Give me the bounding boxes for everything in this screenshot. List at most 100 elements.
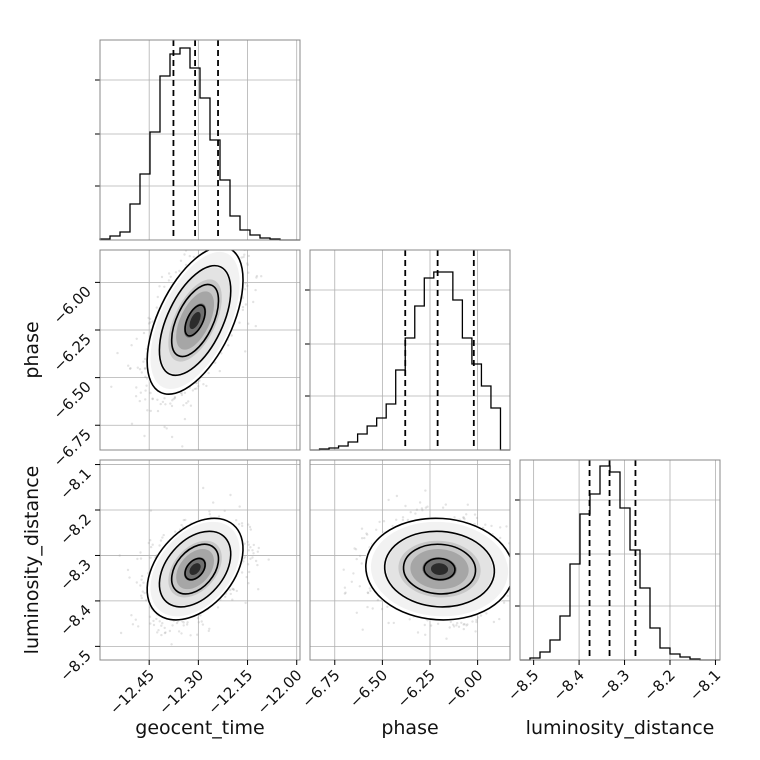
density-level [189, 563, 201, 575]
sample-point [227, 344, 230, 347]
sample-point [216, 606, 220, 609]
sample-point [149, 509, 153, 512]
sample-point [170, 435, 174, 439]
panel-frame [99, 39, 301, 241]
sample-point [358, 554, 362, 558]
sample-point [514, 562, 516, 564]
sample-point [139, 551, 142, 554]
sample-point [144, 375, 147, 378]
sample-point [191, 389, 195, 392]
sample-point [350, 580, 353, 583]
sample-point [424, 633, 427, 636]
sample-point [415, 508, 419, 511]
sample-point [376, 598, 380, 602]
sample-point [147, 322, 151, 325]
sample-point [219, 243, 221, 245]
sample-point [157, 629, 160, 632]
sample-point [169, 275, 172, 278]
sample-point [214, 361, 217, 364]
sample-point [139, 584, 142, 587]
ylabel-luminosity-distance: luminosity_distance [21, 466, 43, 655]
sample-point [366, 605, 369, 609]
sample-point [352, 572, 355, 575]
sample-point [128, 576, 131, 579]
sample-point [118, 554, 121, 557]
sample-point [195, 387, 198, 390]
sample-point [140, 574, 144, 578]
sample-point [249, 546, 252, 549]
sample-point [229, 592, 232, 596]
sample-point [441, 506, 445, 509]
sample-point [462, 627, 465, 631]
sample-point [145, 599, 148, 602]
sample-point [444, 503, 447, 506]
sample-point [207, 371, 210, 375]
x-tick-label: −6.50 [346, 666, 391, 711]
sample-point [499, 536, 502, 540]
sample-point [151, 397, 154, 401]
sample-point [255, 276, 258, 279]
sample-point [421, 509, 424, 512]
x-tick-label: −12.30 [155, 666, 207, 718]
sample-point [260, 275, 263, 278]
sample-point [201, 623, 205, 626]
sample-point [256, 563, 259, 567]
sample-point [161, 400, 165, 404]
sample-point [257, 546, 260, 550]
sample-point [189, 634, 192, 637]
sample-point [366, 533, 369, 536]
sample-point [395, 518, 398, 521]
sample-point [235, 519, 238, 522]
sample-point [217, 515, 221, 518]
sample-point [448, 626, 451, 629]
sample-point [224, 595, 227, 598]
sample-point [527, 581, 529, 583]
sample-point [183, 391, 187, 394]
sample-point [254, 559, 258, 563]
panel-frame [99, 249, 301, 451]
sample-point [378, 520, 381, 524]
sample-point [151, 320, 154, 323]
sample-point [183, 417, 187, 421]
sample-point [246, 540, 249, 544]
sample-point [185, 401, 188, 405]
panels: −12.45−12.30−12.15−12.00−6.75 −6.50 −6.25−… [50, 39, 724, 718]
sample-point [516, 559, 518, 561]
sample-point [163, 425, 166, 429]
sample-point [192, 255, 195, 259]
sample-point [526, 642, 528, 644]
sample-point [452, 623, 455, 626]
sample-point [406, 518, 410, 522]
sample-point [247, 543, 250, 546]
density-contour [158, 264, 232, 377]
density-contour [170, 543, 220, 595]
sample-point [387, 498, 390, 502]
sample-point [152, 619, 155, 623]
sample-point [128, 367, 132, 370]
sample-point [360, 527, 364, 530]
sample-point [382, 520, 386, 523]
sample-point [149, 321, 152, 324]
sample-point [140, 594, 143, 597]
sample-point [189, 404, 193, 407]
sample-point [214, 236, 216, 238]
sample-point [178, 269, 181, 273]
sample-point [465, 624, 468, 627]
sample-point [416, 631, 420, 634]
sample-point [240, 256, 243, 259]
sample-point [369, 589, 372, 593]
sample-point [188, 254, 191, 258]
sample-point [143, 367, 147, 370]
sample-point [414, 512, 417, 515]
sample-point [252, 300, 255, 304]
y-tick-label: −6.00 [50, 283, 95, 328]
sample-point [252, 235, 254, 237]
sample-point [245, 575, 248, 579]
sample-point [135, 581, 138, 584]
sample-point [498, 617, 501, 621]
sample-point [172, 397, 175, 401]
sample-point [140, 578, 143, 581]
sample-point [485, 612, 488, 615]
sample-point [142, 331, 146, 335]
sample-point [231, 236, 233, 238]
